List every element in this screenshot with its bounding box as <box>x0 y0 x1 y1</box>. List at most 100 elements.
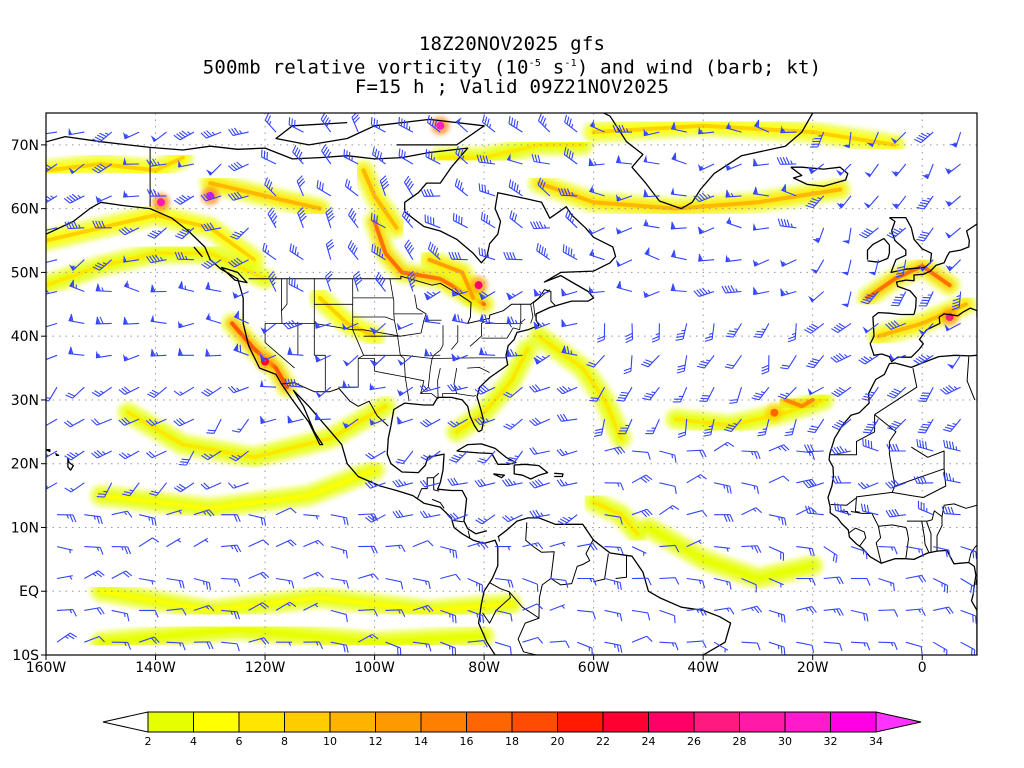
wind-barb <box>343 149 359 165</box>
wind-barb <box>604 641 623 653</box>
wind-barb <box>861 386 879 401</box>
wind-barb <box>320 113 332 133</box>
wind-barb <box>752 158 769 167</box>
vorticity-band-core <box>372 219 487 307</box>
wind-barb <box>850 641 871 651</box>
wind-barb <box>146 254 167 264</box>
wind-barb <box>588 158 605 167</box>
wind-barb <box>259 416 277 425</box>
vorticity-band-core <box>783 397 815 409</box>
wind-barb <box>287 347 304 356</box>
wind-barb <box>227 482 249 489</box>
wind-barb <box>840 291 852 308</box>
wind-barb <box>944 322 961 332</box>
wind-barb <box>589 386 606 402</box>
wind-barb <box>111 570 133 579</box>
wind-barb <box>419 418 441 428</box>
wind-barb <box>776 156 797 165</box>
state-border <box>481 304 522 339</box>
wind-barb <box>890 131 907 144</box>
wind-barb <box>522 636 544 644</box>
wind-barb <box>556 478 578 487</box>
wind-barb <box>860 503 879 516</box>
wind-barb <box>659 577 680 585</box>
wind-barb <box>92 131 113 143</box>
wind-barb <box>474 478 496 488</box>
wind-barb <box>201 386 222 397</box>
wind-barb <box>276 641 292 646</box>
wind-barb <box>686 449 707 458</box>
wind-barb <box>890 291 907 307</box>
wind-barb <box>916 438 934 452</box>
colorbar-swatch <box>830 711 877 733</box>
wind-barb <box>698 163 715 172</box>
wind-barb <box>424 348 441 357</box>
wind-barb <box>314 354 332 363</box>
latitude-label: 40N <box>11 329 39 345</box>
wind-barb <box>248 602 269 611</box>
country-border <box>849 527 867 547</box>
colorbar-above-arrow <box>875 711 922 733</box>
wind-barb <box>784 418 797 437</box>
title-exponent-2: -1 <box>564 58 577 69</box>
colorbar-swatch <box>511 711 558 733</box>
wind-barb <box>560 288 578 297</box>
country-border <box>926 521 932 552</box>
wind-barb <box>46 194 58 205</box>
wind-barb <box>563 147 578 165</box>
colorbar-below-arrow <box>102 711 149 733</box>
wind-barb <box>150 348 167 357</box>
wind-barb <box>205 163 222 176</box>
wind-barb <box>615 259 633 267</box>
wind-barb <box>178 159 195 168</box>
wind-barb <box>396 416 414 425</box>
wind-barb <box>640 354 660 368</box>
wind-barb <box>604 514 623 525</box>
wind-barb <box>173 386 195 396</box>
wind-barb <box>248 571 270 580</box>
wind-barb <box>643 290 660 299</box>
wind-barb <box>173 417 195 427</box>
wind-barb <box>454 178 469 197</box>
wind-barb <box>139 609 159 618</box>
wind-barb <box>780 288 797 297</box>
colorbar-tick-label: 28 <box>733 735 747 748</box>
wind-barb <box>556 413 578 422</box>
wind-barb <box>111 641 132 650</box>
wind-barb <box>741 605 763 614</box>
longitude-axis-labels: 160W 140W 120W 100W 80W 60W 40W 20W 0 <box>26 655 927 676</box>
wind-barb <box>916 195 934 210</box>
wind-barb <box>221 609 241 620</box>
wind-barb <box>407 270 417 292</box>
wind-barb <box>379 175 390 197</box>
state-border <box>519 318 526 324</box>
state-border <box>450 325 459 350</box>
wind-barb <box>296 175 306 197</box>
wind-barb <box>282 319 304 330</box>
wind-barb <box>917 418 934 434</box>
wind-barb <box>46 131 58 135</box>
wind-barb <box>95 283 112 293</box>
country-border <box>416 472 440 499</box>
colorbar-tick-label: 8 <box>281 735 288 748</box>
wind-barb <box>752 222 769 231</box>
vorticity-max <box>474 281 483 290</box>
wind-barb <box>502 478 523 487</box>
state-border <box>533 289 551 317</box>
wind-barb <box>91 386 113 397</box>
wind-barb <box>64 450 85 461</box>
wind-barb <box>467 639 488 648</box>
wind-barb <box>123 279 140 293</box>
wind-barb <box>95 316 112 325</box>
wind-barb <box>228 257 249 268</box>
wind-barb <box>420 450 441 462</box>
colorbar-swatch <box>784 711 831 733</box>
wind-barb <box>440 546 458 559</box>
wind-barb <box>330 641 349 653</box>
vorticity-band-core <box>865 264 952 300</box>
wind-barb <box>229 450 249 462</box>
wind-barb <box>777 218 797 229</box>
wind-barb <box>347 240 359 261</box>
wind-barb <box>96 482 113 498</box>
wind-barb <box>588 285 605 294</box>
